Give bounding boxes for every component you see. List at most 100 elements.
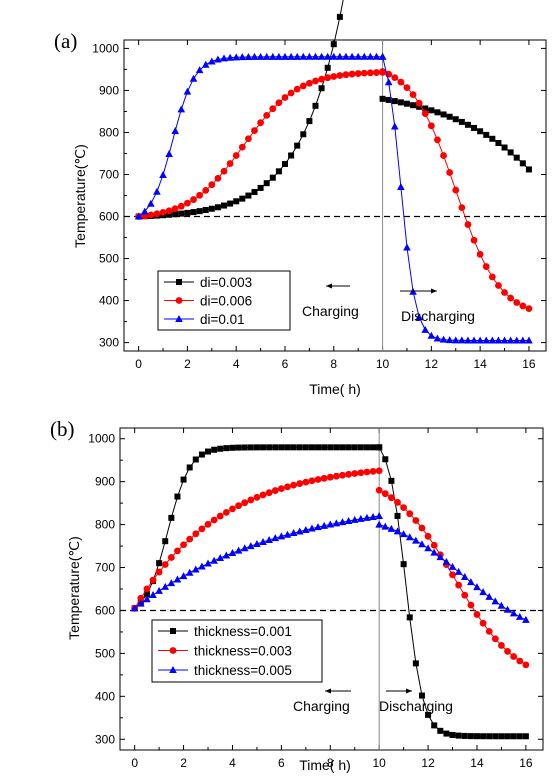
x-tick-label: 16	[522, 357, 536, 371]
data-point	[390, 122, 399, 130]
x-tick-label: 10	[372, 756, 386, 770]
data-point	[376, 444, 383, 451]
data-point	[519, 160, 526, 167]
data-point	[519, 336, 527, 344]
data-point	[360, 69, 368, 77]
chart-panel-b: (b) 0 2 4 6 8 10 12 14 16 300 400 500 600 700 800 900 100…	[50, 417, 544, 773]
data-point	[165, 207, 173, 215]
data-point	[312, 77, 319, 85]
data-point	[445, 336, 454, 344]
data-point	[370, 444, 377, 451]
data-point	[513, 154, 520, 161]
data-point	[332, 519, 341, 527]
data-point	[519, 302, 527, 310]
data-point	[363, 513, 371, 521]
data-point	[191, 565, 200, 573]
y-axis-label: Temperature(℃)	[66, 536, 82, 640]
data-point	[482, 336, 491, 344]
data-point	[173, 575, 182, 583]
data-point	[159, 209, 167, 216]
data-point	[155, 568, 163, 576]
data-point	[166, 211, 173, 218]
data-point	[161, 561, 169, 568]
data-point	[257, 184, 264, 191]
data-point	[394, 498, 401, 506]
data-point	[477, 128, 484, 135]
data-point	[373, 69, 380, 76]
data-point	[271, 487, 279, 494]
data-point	[259, 537, 267, 545]
data-point	[382, 456, 389, 463]
data-point	[495, 139, 502, 146]
data-point	[263, 180, 270, 187]
data-point	[184, 199, 191, 207]
y-tick-label: 700	[99, 167, 119, 181]
data-point	[479, 619, 487, 627]
data-point	[278, 444, 285, 451]
data-point	[360, 52, 369, 60]
data-point	[205, 448, 212, 455]
data-point	[336, 72, 344, 79]
data-point	[140, 207, 149, 215]
data-point	[216, 554, 225, 562]
data-point	[503, 605, 512, 613]
data-point	[485, 627, 493, 635]
data-point	[509, 609, 518, 617]
data-point	[251, 127, 258, 134]
data-point	[208, 57, 216, 65]
data-point	[470, 236, 478, 244]
data-point	[333, 444, 340, 451]
data-point	[153, 187, 161, 195]
discharging-arrowhead	[431, 288, 437, 294]
data-point	[180, 476, 187, 483]
data-point	[259, 491, 267, 499]
data-point	[379, 68, 386, 75]
data-point	[165, 149, 173, 157]
data-point	[312, 102, 319, 109]
data-point	[384, 78, 393, 86]
data-point	[434, 136, 441, 144]
legend-marker	[170, 628, 176, 634]
data-point	[507, 149, 514, 156]
data-point	[399, 530, 408, 538]
data-point	[357, 514, 365, 522]
data-point	[405, 533, 414, 541]
data-point	[134, 212, 143, 220]
data-point	[241, 444, 248, 451]
data-point	[500, 336, 509, 344]
data-point	[483, 131, 490, 138]
data-point	[326, 520, 335, 528]
data-point	[155, 586, 163, 594]
data-point	[501, 289, 508, 296]
data-point	[369, 467, 377, 475]
data-point	[318, 75, 325, 83]
data-point	[473, 583, 481, 591]
data-point	[415, 99, 423, 107]
data-point	[464, 221, 472, 228]
data-point	[177, 202, 185, 210]
data-point	[153, 210, 161, 218]
data-point	[288, 152, 295, 159]
data-point	[281, 52, 289, 60]
data-point	[221, 202, 228, 209]
data-point	[233, 198, 240, 205]
data-point	[226, 160, 234, 167]
data-point	[397, 99, 404, 106]
data-point	[321, 444, 328, 451]
data-point	[506, 336, 515, 344]
data-point	[306, 118, 313, 125]
data-point	[208, 205, 215, 212]
series-line-charging	[134, 470, 380, 609]
data-point	[332, 472, 340, 480]
data-point	[427, 122, 435, 130]
data-point	[495, 282, 502, 289]
data-point	[381, 522, 390, 530]
x-tick-label: 14	[473, 357, 487, 371]
panel-label: (b)	[50, 417, 75, 441]
data-point	[430, 548, 438, 556]
data-point	[281, 94, 289, 101]
data-point	[266, 444, 273, 451]
data-point	[277, 532, 286, 540]
data-point	[178, 210, 185, 217]
data-point	[162, 538, 169, 545]
